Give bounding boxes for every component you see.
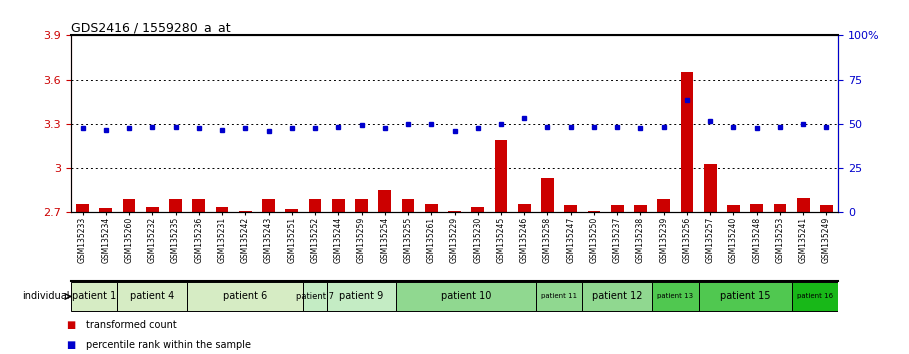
- Bar: [536, 282, 583, 311]
- Bar: [681, 72, 694, 212]
- Text: transformed count: transformed count: [86, 320, 177, 330]
- Bar: [262, 199, 275, 212]
- Bar: [472, 206, 484, 212]
- Text: ■: ■: [66, 320, 75, 330]
- Text: percentile rank within the sample: percentile rank within the sample: [86, 339, 252, 350]
- Bar: [187, 282, 304, 311]
- Bar: [145, 206, 159, 212]
- Text: patient 7: patient 7: [296, 292, 334, 301]
- Bar: [99, 208, 112, 212]
- Bar: [448, 211, 461, 212]
- Text: individual: individual: [22, 291, 70, 302]
- Text: patient 12: patient 12: [592, 291, 643, 302]
- Bar: [494, 140, 507, 212]
- Bar: [657, 199, 670, 212]
- Bar: [215, 206, 228, 212]
- Bar: [285, 210, 298, 212]
- Bar: [304, 282, 326, 311]
- Text: patient 11: patient 11: [541, 293, 577, 299]
- Bar: [820, 205, 833, 212]
- Bar: [239, 211, 252, 212]
- Bar: [611, 205, 624, 212]
- Bar: [727, 205, 740, 212]
- Bar: [587, 211, 600, 212]
- Bar: [355, 199, 368, 212]
- Bar: [792, 282, 838, 311]
- Bar: [518, 204, 531, 212]
- Bar: [425, 204, 437, 212]
- Bar: [652, 282, 699, 311]
- Bar: [402, 199, 415, 212]
- Bar: [797, 198, 810, 212]
- Bar: [378, 190, 391, 212]
- Text: patient 15: patient 15: [720, 291, 770, 302]
- Text: patient 4: patient 4: [130, 291, 175, 302]
- Text: patient 6: patient 6: [223, 291, 267, 302]
- Bar: [76, 204, 89, 212]
- Bar: [309, 199, 322, 212]
- Bar: [193, 199, 205, 212]
- Bar: [564, 205, 577, 212]
- Bar: [326, 282, 396, 311]
- Bar: [541, 178, 554, 212]
- Bar: [699, 282, 792, 311]
- Bar: [396, 282, 536, 311]
- Text: patient 13: patient 13: [657, 293, 694, 299]
- Bar: [704, 164, 716, 212]
- Bar: [117, 282, 187, 311]
- Text: patient 16: patient 16: [797, 293, 833, 299]
- Bar: [332, 199, 345, 212]
- Text: ■: ■: [66, 339, 75, 350]
- Text: patient 9: patient 9: [339, 291, 384, 302]
- Bar: [583, 282, 652, 311]
- Bar: [774, 204, 786, 212]
- Text: GDS2416 / 1559280_a_at: GDS2416 / 1559280_a_at: [71, 21, 231, 34]
- Bar: [71, 282, 117, 311]
- Bar: [634, 205, 647, 212]
- Bar: [169, 199, 182, 212]
- Bar: [750, 204, 764, 212]
- Text: patient 10: patient 10: [441, 291, 491, 302]
- Text: patient 1: patient 1: [72, 291, 116, 302]
- Bar: [123, 199, 135, 212]
